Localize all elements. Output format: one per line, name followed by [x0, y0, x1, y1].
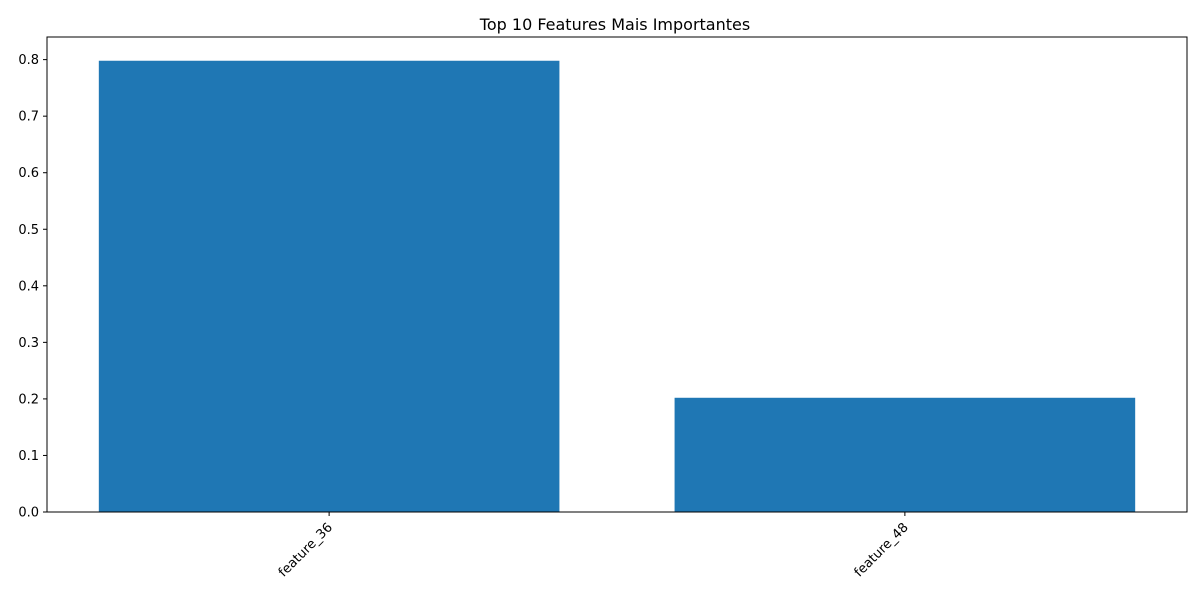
y-tick-label: 0.7: [18, 110, 39, 125]
y-tick-label: 0.8: [18, 53, 39, 68]
bar-feature_36: [98, 60, 560, 512]
y-axis: 0.0 0.1 0.2 0.3 0.4 0.5 0.6 0.7 0.8: [18, 53, 47, 521]
y-tick-label: 0.2: [18, 392, 39, 407]
chart-title: Top 10 Features Mais Importantes: [479, 15, 750, 34]
y-tick-label: 0.3: [18, 336, 39, 351]
y-tick-label: 0.1: [18, 449, 39, 464]
bars-group: [98, 60, 1136, 512]
y-tick-label: 0.0: [18, 506, 39, 521]
plot-area-frame: [46, 36, 1188, 513]
bar-feature_48: [674, 397, 1136, 512]
y-tick-label: 0.4: [18, 279, 39, 294]
y-tick-label: 0.5: [18, 223, 39, 238]
y-tick-label: 0.6: [18, 166, 39, 181]
